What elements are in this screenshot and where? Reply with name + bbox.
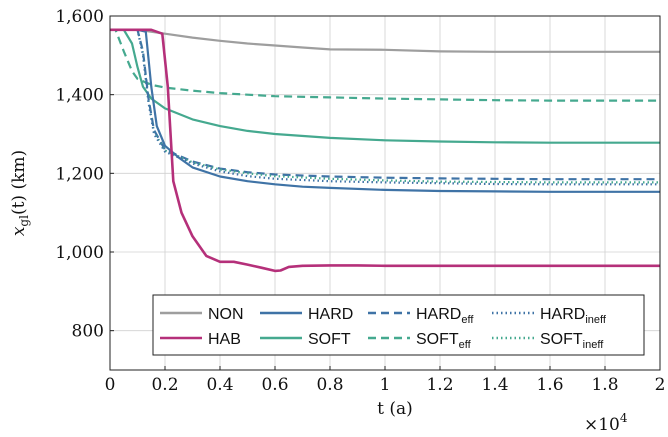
series-layer — [110, 28, 660, 273]
x-tick-label: 1.6 — [536, 375, 563, 395]
x-tick-label: 1.2 — [426, 375, 453, 395]
legend-label: SOFT — [308, 331, 351, 348]
legend-label: HARDeff — [416, 306, 474, 326]
x-tick-label: 0.8 — [316, 375, 343, 395]
legend-label: HARD — [308, 306, 353, 323]
x-tick-label: 0.4 — [206, 375, 233, 395]
y-tick-label: 1,000 — [55, 243, 104, 263]
x-tick-label: 1.8 — [591, 375, 618, 395]
legend-label: SOFTeff — [416, 331, 472, 351]
series-line-soft-ineff — [110, 28, 660, 184]
x-tick-label: 0.6 — [261, 375, 288, 395]
x-axis-multiplier: ×104 — [584, 411, 628, 435]
y-axis-label: xgl(t) (km) — [9, 150, 31, 236]
legend-box — [152, 294, 645, 356]
series-line-soft — [110, 28, 660, 144]
x-axis-label: t (a) — [377, 399, 413, 419]
series-line-hard — [110, 28, 660, 193]
legend-label: HAB — [208, 331, 241, 348]
y-tick-label: 800 — [72, 322, 104, 342]
series-line-non — [110, 28, 660, 53]
x-tick-label: 1.4 — [481, 375, 508, 395]
tick-layer: 0 0.2 0.4 0.6 0.8 1 1.2 1.4 1.6 1.8 2 800 1,000 1,200… — [55, 7, 665, 395]
y-tick-label: 1,400 — [55, 86, 104, 106]
x-tick-label: 0 — [105, 375, 116, 395]
x-tick-label: 1 — [380, 375, 391, 395]
x-tick-label: 0.2 — [151, 375, 178, 395]
legend-label: NON — [208, 306, 244, 323]
y-tick-label: 1,600 — [55, 7, 104, 27]
x-tick-label: 2 — [655, 375, 666, 395]
series-line-hab — [110, 28, 660, 273]
y-tick-label: 1,200 — [55, 164, 104, 184]
series-line-soft-eff — [110, 28, 660, 102]
